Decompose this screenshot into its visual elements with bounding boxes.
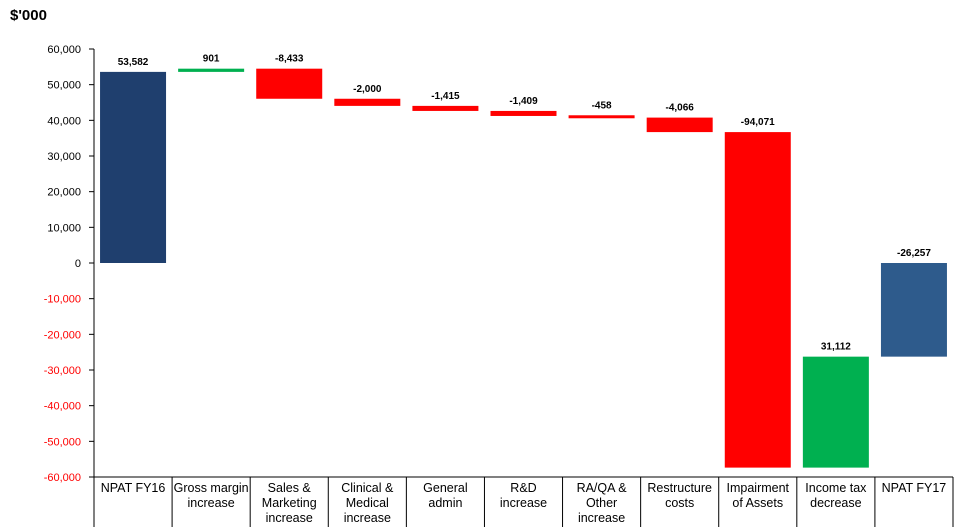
waterfall-bar: [802, 356, 869, 468]
data-label: 53,582: [118, 57, 149, 68]
waterfall-bar: [100, 71, 167, 263]
data-label: -2,000: [353, 84, 382, 95]
x-category-label: Sales & Marketing increase: [262, 481, 317, 525]
y-tick-label: 0: [75, 258, 81, 270]
data-label: 31,112: [821, 342, 851, 353]
y-tick-label: 20,000: [47, 187, 81, 199]
data-label: -8,433: [275, 54, 304, 65]
waterfall-bar: [490, 110, 557, 116]
y-tick-label: 40,000: [47, 115, 81, 127]
y-tick-label: -10,000: [44, 294, 81, 306]
x-category-label: General admin: [423, 481, 467, 510]
waterfall-bar: [646, 117, 713, 133]
x-category-label: NPAT FY17: [882, 481, 947, 495]
data-label: -4,066: [666, 103, 695, 114]
data-label: 901: [203, 54, 220, 65]
y-tick-label: 30,000: [47, 151, 81, 163]
y-tick-label: -60,000: [44, 472, 81, 484]
waterfall-bar: [880, 263, 947, 357]
waterfall-bar: [178, 68, 245, 72]
y-tick-label: 50,000: [47, 80, 81, 92]
x-category-label: R&D increase: [500, 481, 547, 510]
x-category-label: Impairment of Assets: [727, 481, 790, 510]
x-category-label: Income tax decrease: [805, 481, 867, 510]
y-tick-label: -50,000: [44, 436, 81, 448]
waterfall-bar: [568, 115, 635, 119]
data-label: -458: [592, 100, 612, 111]
y-unit-label: $'000: [10, 7, 47, 24]
data-label: -94,071: [741, 117, 775, 128]
x-category-label: Gross margin increase: [174, 481, 249, 510]
y-tick-label: -40,000: [44, 401, 81, 413]
waterfall-bar: [412, 105, 479, 111]
waterfall-bar: [256, 68, 323, 99]
y-tick-label: -30,000: [44, 365, 81, 377]
data-label: -26,257: [897, 248, 931, 259]
data-label: -1,409: [509, 96, 538, 107]
y-tick-label: -20,000: [44, 329, 81, 341]
y-tick-label: 60,000: [47, 44, 81, 56]
waterfall-bar: [334, 98, 401, 106]
x-category-label: NPAT FY16: [101, 481, 166, 495]
data-label: -1,415: [431, 91, 460, 102]
y-tick-label: 10,000: [47, 222, 81, 234]
x-category-label: Clinical & Medical increase: [341, 481, 394, 525]
x-category-label: Restructure costs: [647, 481, 712, 510]
x-category-label: RA/QA & Other increase: [577, 481, 628, 525]
waterfall-bar: [724, 132, 791, 468]
